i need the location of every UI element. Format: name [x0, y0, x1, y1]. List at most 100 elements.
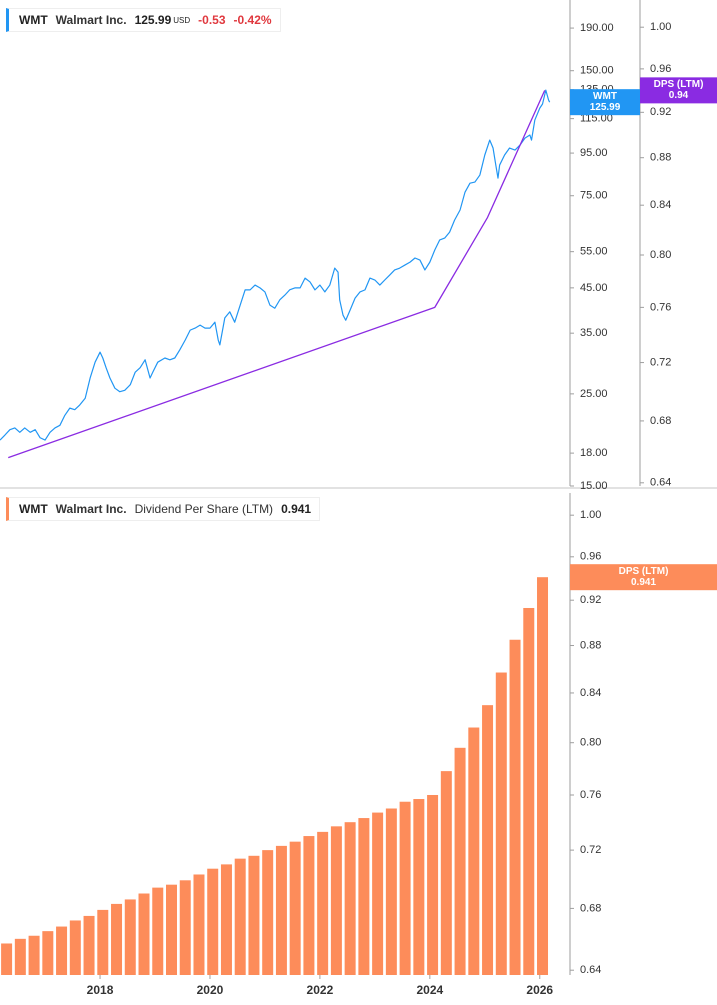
y-tick-label: 95.00 — [580, 147, 608, 159]
bar — [330, 826, 342, 975]
badge-value: 0.941 — [631, 577, 656, 588]
bar — [234, 858, 246, 975]
bar — [289, 841, 301, 975]
y-tick-label: 0.76 — [650, 301, 671, 313]
y-tick-label: 1.00 — [650, 21, 671, 33]
bar — [275, 845, 287, 975]
y-tick-label: 0.84 — [580, 687, 601, 699]
bar — [495, 672, 507, 975]
y-tick-label: 45.00 — [580, 282, 608, 294]
bar — [399, 801, 411, 975]
bar — [537, 577, 549, 975]
y-tick-label: 75.00 — [580, 190, 608, 202]
badge-name: WMT — [593, 91, 617, 102]
badge-name: DPS (LTM) — [654, 79, 704, 90]
y-tick-label: 0.64 — [650, 477, 671, 489]
bar — [193, 874, 205, 975]
legend-company: Walmart Inc. — [55, 13, 127, 27]
y-tick-label: 150.00 — [580, 65, 614, 77]
legend-company: Walmart Inc. — [55, 502, 127, 516]
y-tick-label: 0.84 — [650, 199, 671, 211]
y-tick-label: 18.00 — [580, 447, 608, 459]
y-tick-label: 115.00 — [580, 113, 613, 125]
bar — [482, 705, 494, 975]
bar — [248, 855, 260, 975]
y-tick-label: 0.92 — [580, 594, 601, 606]
bar — [220, 864, 232, 975]
x-tick-label: 2024 — [416, 983, 443, 997]
y-tick-label: 35.00 — [580, 327, 608, 339]
price-legend: WMT Walmart Inc. 125.99 USD -0.53 -0.42% — [6, 8, 281, 32]
y-tick-label: 0.96 — [650, 63, 671, 75]
legend-value: 0.941 — [281, 502, 312, 516]
data-line — [0, 89, 551, 441]
y-tick-label: 0.72 — [650, 356, 671, 368]
bar — [69, 920, 81, 975]
bar — [111, 903, 123, 975]
y-tick-label: 25.00 — [580, 388, 608, 400]
bar — [56, 926, 68, 975]
y-tick-label: 0.92 — [650, 106, 671, 118]
x-tick-label: 2018 — [87, 983, 114, 997]
badge-name: DPS (LTM) — [619, 566, 669, 577]
y-tick-label: 1.00 — [580, 509, 601, 521]
bar — [179, 880, 191, 975]
legend-symbol: WMT — [19, 13, 48, 27]
bar — [454, 747, 466, 975]
data-line — [8, 90, 546, 459]
price-badge — [570, 89, 640, 116]
bar — [152, 887, 164, 975]
bar — [358, 818, 370, 975]
dividend-legend: WMT Walmart Inc. Dividend Per Share (LTM… — [6, 497, 321, 521]
bar — [124, 899, 136, 975]
bar — [440, 771, 452, 975]
bar — [468, 727, 480, 975]
bar — [14, 938, 26, 975]
y-tick-label: 0.68 — [580, 902, 601, 914]
legend-change: -0.53 — [198, 13, 226, 27]
bar — [138, 893, 150, 975]
legend-price: 125.99 — [134, 13, 172, 27]
bar — [83, 915, 95, 975]
legend-change-percent: -0.42% — [233, 13, 272, 27]
x-tick-label: 2022 — [307, 983, 334, 997]
y-tick-label: 0.64 — [580, 964, 601, 976]
y-tick-label: 190.00 — [580, 22, 614, 34]
x-tick-label: 2020 — [197, 983, 224, 997]
legend-symbol: WMT — [19, 502, 48, 516]
bar — [509, 639, 521, 975]
bar — [165, 884, 177, 975]
bar — [97, 909, 109, 975]
legend-metric: Dividend Per Share (LTM) — [134, 502, 274, 516]
price-badge — [640, 77, 717, 104]
y-tick-label: 0.96 — [580, 551, 601, 563]
y-tick-label: 0.80 — [650, 249, 671, 261]
bar — [523, 607, 535, 975]
bar — [28, 935, 40, 975]
legend-currency: USD — [173, 16, 191, 25]
y-tick-label: 0.88 — [580, 639, 601, 651]
bar — [344, 822, 356, 975]
bar — [427, 794, 439, 975]
y-tick-label: 0.68 — [650, 415, 671, 427]
bar — [385, 808, 397, 975]
badge-value: 0.94 — [669, 90, 689, 101]
bar — [262, 850, 274, 975]
bar — [317, 831, 329, 975]
y-tick-label: 0.80 — [580, 737, 601, 749]
bar — [42, 931, 54, 975]
badge-value: 125.99 — [590, 102, 621, 113]
y-tick-label: 0.88 — [650, 152, 671, 164]
y-tick-label: 0.72 — [580, 844, 601, 856]
bar — [303, 836, 315, 975]
y-tick-label: 15.00 — [580, 480, 608, 492]
bar — [1, 943, 13, 975]
price-badge — [570, 564, 717, 591]
bar — [207, 868, 219, 975]
y-tick-label: 0.76 — [580, 789, 601, 801]
x-tick-label: 2026 — [526, 983, 553, 997]
y-tick-label: 55.00 — [580, 246, 608, 258]
bar — [372, 812, 384, 975]
